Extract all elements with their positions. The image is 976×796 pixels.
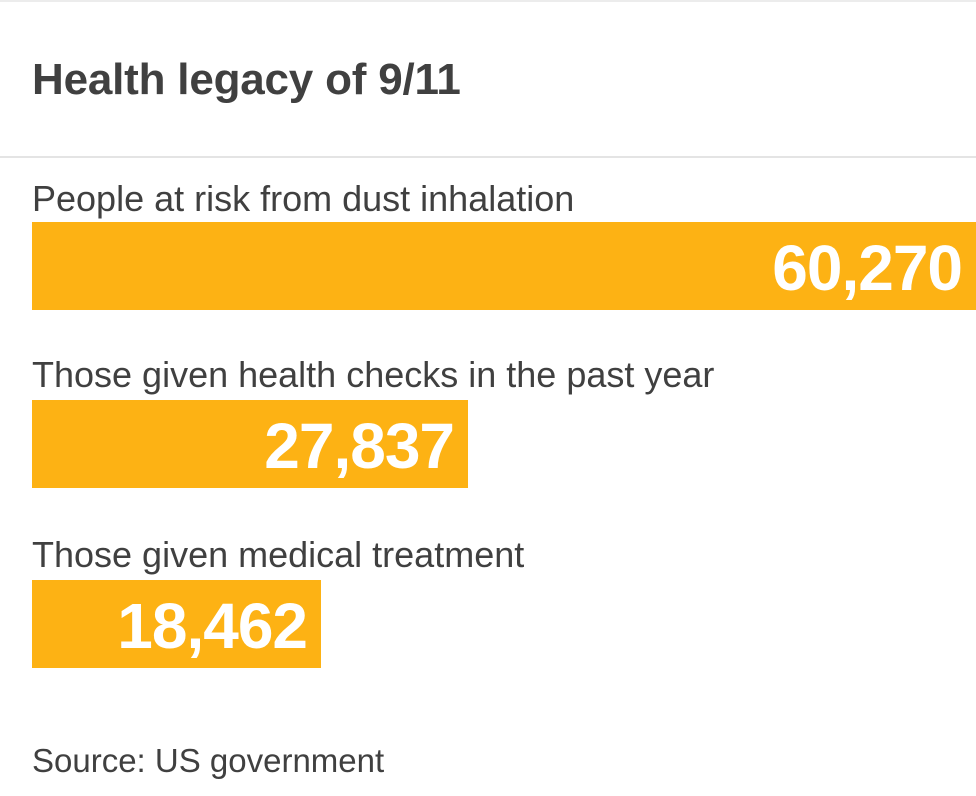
bar-value-label: 60,270 — [772, 232, 963, 304]
chart-title: Health legacy of 9/11 — [32, 55, 461, 104]
category-label: People at risk from dust inhalation — [32, 178, 575, 219]
bar-value-label: 18,462 — [117, 590, 308, 662]
title-divider — [0, 156, 976, 158]
bar-value-label: 27,837 — [264, 410, 455, 482]
category-label: Those given medical treatment — [32, 534, 525, 575]
top-divider — [0, 0, 976, 2]
source-note: Source: US government — [32, 742, 385, 779]
category-label: Those given health checks in the past ye… — [32, 354, 715, 395]
bar: 18,462 — [32, 580, 321, 668]
bar: 60,270 — [32, 222, 976, 310]
bar: 27,837 — [32, 400, 468, 488]
